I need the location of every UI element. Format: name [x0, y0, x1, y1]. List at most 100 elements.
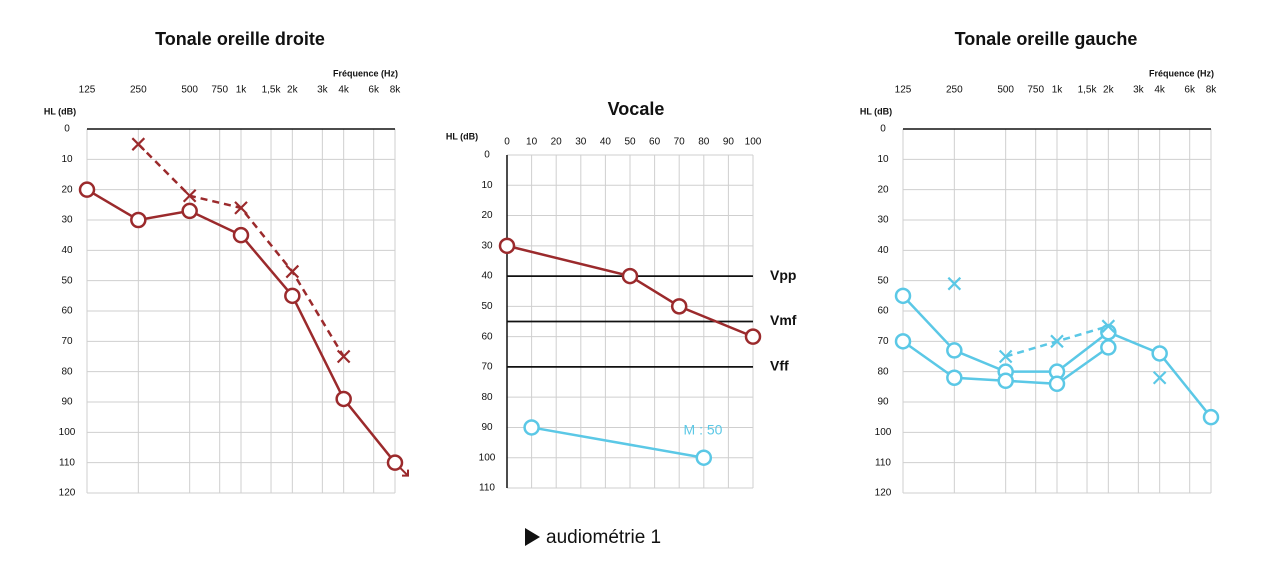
y-tick-label: 120 — [875, 488, 892, 499]
data-point — [284, 287, 301, 305]
reference-label: Vpp — [770, 267, 796, 283]
play-icon — [525, 528, 540, 546]
data-point — [670, 298, 688, 315]
data-point — [1101, 319, 1116, 333]
x-tick-label: 2k — [1103, 85, 1115, 96]
y-tick-label: 80 — [481, 392, 493, 403]
x-tick-label: 8k — [1206, 85, 1218, 96]
y-tick-label: 70 — [877, 336, 889, 347]
x-tick-label: 4k — [1154, 85, 1166, 96]
x-tick-label: 1,5k — [262, 85, 282, 96]
data-point — [894, 287, 912, 305]
caption: audiométrie 1 — [546, 527, 661, 548]
series-line — [531, 426, 705, 459]
x-tick-label: 90 — [723, 137, 735, 148]
data-point — [946, 342, 963, 359]
x-tick-label: 500 — [181, 85, 198, 96]
y-tick-label: 30 — [61, 215, 73, 226]
x-tick-label: 3k — [317, 85, 329, 96]
y-tick-label: 110 — [875, 457, 891, 468]
chart-title: Vocale — [608, 99, 665, 119]
x-tick-label: 50 — [624, 137, 636, 148]
y-tick-label: 100 — [875, 427, 892, 438]
x-tick-label: 70 — [674, 137, 686, 148]
x-tick-label: 3k — [1133, 85, 1145, 96]
y-tick-label: 50 — [481, 301, 493, 312]
data-point — [744, 328, 762, 345]
y-tick-label: 70 — [61, 336, 73, 347]
y-tick-label: 100 — [479, 452, 496, 463]
data-point — [234, 201, 248, 215]
y-tick-label: 40 — [61, 245, 73, 256]
y-tick-label: 0 — [64, 124, 70, 135]
y-tick-label: 20 — [877, 184, 889, 195]
y-tick-label: 90 — [481, 422, 493, 433]
x-tick-label: 30 — [575, 137, 587, 148]
x-tick-label: 125 — [895, 85, 912, 96]
data-point — [1151, 345, 1168, 362]
y-tick-label: 90 — [61, 397, 73, 408]
y-tick-label: 30 — [481, 240, 493, 251]
x-axis-label: Fréquence (Hz) — [333, 68, 398, 78]
x-tick-label: 1k — [1052, 85, 1064, 96]
y-tick-label: 10 — [481, 180, 493, 191]
x-tick-label: 6k — [368, 85, 380, 96]
y-tick-label: 10 — [61, 154, 73, 165]
x-tick-label: 40 — [600, 137, 612, 148]
y-tick-label: 90 — [877, 397, 889, 408]
y-tick-label: 20 — [61, 184, 73, 195]
y-tick-label: 80 — [61, 366, 73, 377]
data-point — [621, 267, 639, 285]
x-tick-label: 0 — [504, 137, 510, 148]
chart-title: Tonale oreille gauche — [955, 29, 1138, 49]
data-point — [386, 454, 404, 471]
y-tick-label: 110 — [479, 483, 495, 494]
data-point — [181, 202, 198, 220]
y-tick-label: 40 — [481, 271, 493, 282]
data-point — [695, 449, 713, 466]
data-point — [182, 188, 197, 203]
y-tick-label: 0 — [880, 124, 886, 135]
data-point — [498, 237, 516, 255]
data-point — [998, 349, 1013, 364]
data-point — [130, 211, 147, 229]
y-tick-label: 60 — [877, 306, 889, 317]
data-point — [997, 372, 1014, 390]
x-tick-label: 80 — [698, 137, 710, 148]
data-point — [1152, 370, 1167, 385]
x-tick-label: 750 — [1027, 85, 1044, 96]
y-tick-label: 50 — [61, 275, 73, 286]
series-line — [506, 244, 754, 338]
y-axis-label: HL (dB) — [860, 106, 892, 116]
data-point — [1050, 334, 1064, 349]
y-tick-label: 40 — [877, 245, 889, 256]
y-axis-label: HL (dB) — [44, 106, 76, 116]
data-point — [1100, 339, 1117, 356]
x-tick-label: 4k — [338, 85, 350, 96]
x-tick-label: 1,5k — [1078, 85, 1098, 96]
x-tick-label: 1k — [236, 85, 248, 96]
y-tick-label: 30 — [877, 215, 889, 226]
data-point — [78, 181, 96, 198]
y-tick-label: 100 — [59, 427, 76, 438]
data-point — [232, 226, 250, 244]
x-tick-label: 60 — [649, 137, 661, 148]
x-tick-label: 500 — [997, 85, 1014, 96]
data-point — [335, 390, 352, 408]
reference-label: Vmf — [770, 312, 797, 328]
x-tick-label: 250 — [130, 85, 147, 96]
data-point — [1202, 408, 1220, 426]
chart-title: Tonale oreille droite — [155, 29, 325, 49]
data-point — [285, 264, 300, 279]
x-tick-label: 100 — [745, 137, 762, 148]
x-axis-label: Fréquence (Hz) — [1149, 68, 1214, 78]
y-tick-label: 60 — [481, 331, 493, 342]
y-tick-label: 120 — [59, 488, 76, 499]
data-point — [947, 276, 962, 291]
x-tick-label: 20 — [551, 137, 563, 148]
data-point — [1048, 375, 1066, 393]
y-tick-label: 80 — [877, 366, 889, 377]
x-tick-label: 8k — [390, 85, 402, 96]
y-tick-label: 10 — [877, 154, 889, 165]
